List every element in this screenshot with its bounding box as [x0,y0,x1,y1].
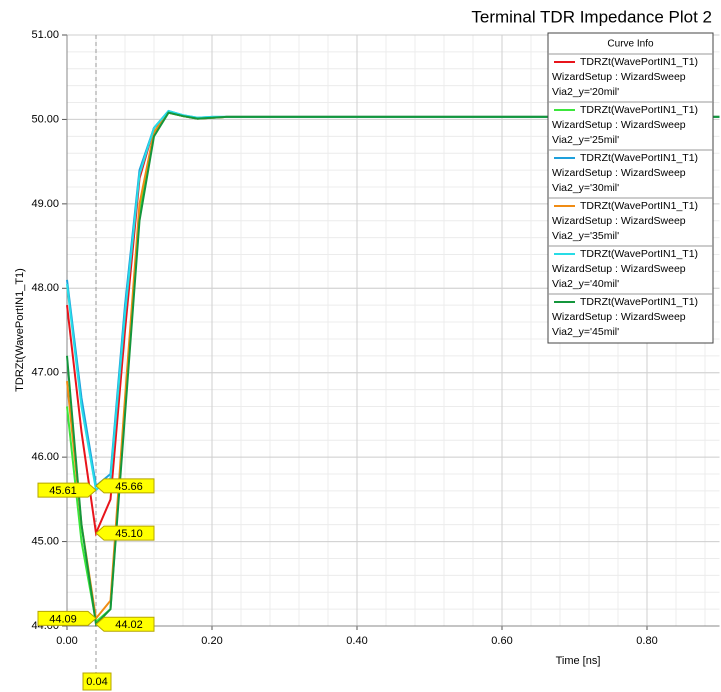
x-tick-label: 0.20 [201,635,222,647]
legend-title: Curve Info [607,39,654,50]
marker-label: 44.02 [115,619,143,631]
marker-label: 45.66 [115,481,143,493]
cursor-label-box [82,672,112,691]
y-tick-label: 50.00 [31,113,59,125]
marker-box [95,478,155,494]
legend-name: TDRZt(WavePortIN1_T1) [580,200,698,212]
marker-label: 45.61 [49,485,77,497]
y-tick-label: 48.00 [31,282,59,294]
marker-label: 45.10 [115,528,143,540]
x-tick-label: 0.40 [346,635,367,647]
marker-box [95,616,155,632]
legend-setup: WizardSetup : WizardSweep [552,167,686,179]
legend-setup: WizardSetup : WizardSweep [552,71,686,83]
legend-variation: Via2_y='40mil' [552,278,619,290]
x-axis-label: Time [ns] [556,655,601,667]
y-tick-label: 49.00 [31,198,59,210]
chart-title: Terminal TDR Impedance Plot 2 [471,7,712,26]
y-tick-label: 51.00 [31,29,59,41]
legend-name: TDRZt(WavePortIN1_T1) [580,248,698,260]
legend-name: TDRZt(WavePortIN1_T1) [580,152,698,164]
legend-variation: Via2_y='20mil' [552,86,619,98]
x-tick-label: 0.00 [56,635,77,647]
legend-setup: WizardSetup : WizardSweep [552,119,686,131]
x-tick-label: 0.60 [491,635,512,647]
legend-name: TDRZt(WavePortIN1_T1) [580,56,698,68]
legend-setup: WizardSetup : WizardSweep [552,263,686,275]
legend-variation: Via2_y='45mil' [552,326,619,338]
legend-name: TDRZt(WavePortIN1_T1) [580,104,698,116]
legend-setup: WizardSetup : WizardSweep [552,215,686,227]
marker-box [37,610,97,626]
marker-label: 44.09 [49,613,77,625]
legend-name: TDRZt(WavePortIN1_T1) [580,296,698,308]
y-tick-label: 45.00 [31,535,59,547]
legend-setup: WizardSetup : WizardSweep [552,311,686,323]
legend-variation: Via2_y='35mil' [552,230,619,242]
legend-box [547,32,714,344]
legend-variation: Via2_y='25mil' [552,134,619,146]
y-axis-label: TDRZt(WavePortIN1_T1) [14,268,26,392]
legend: Curve Info TDRZt(WavePortIN1_T1) WizardSet… [547,32,714,344]
y-tick-label: 46.00 [31,451,59,463]
x-tick-label: 0.80 [636,635,657,647]
y-tick-label: 47.00 [31,367,59,379]
cursor-label: 0.04 [86,676,107,688]
marker-box [37,482,97,498]
legend-variation: Via2_y='30mil' [552,182,619,194]
marker-box [95,525,155,541]
